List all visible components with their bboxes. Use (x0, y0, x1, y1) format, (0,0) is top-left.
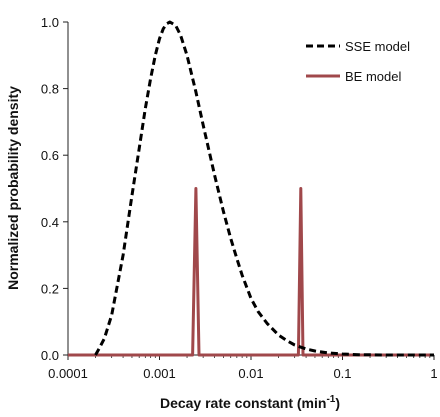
x-tick-label: 0.0001 (48, 366, 88, 381)
x-tick-label: 0.001 (143, 366, 176, 381)
x-tick-label: 1 (430, 366, 437, 381)
legend-label-sse: SSE model (345, 39, 410, 54)
y-tick-label: 0.8 (41, 82, 59, 97)
y-axis-ticks: 0.0 0.2 0.4 0.6 0.8 1.0 (41, 15, 68, 363)
x-tick-label: 0.1 (333, 366, 351, 381)
x-axis-title-main: Decay rate constant (min (160, 395, 327, 411)
x-axis-ticks: 0.0001 0.001 0.01 0.1 1 (48, 355, 438, 381)
y-tick-label: 0.2 (41, 281, 59, 296)
x-tick-label: 0.01 (238, 366, 263, 381)
legend: SSE model BE model (306, 39, 410, 84)
sse-model-line (94, 20, 434, 357)
y-tick-label: 0.6 (41, 148, 59, 163)
y-tick-label: 0.4 (41, 215, 59, 230)
be-model-line (68, 187, 434, 357)
y-tick-label: 1.0 (41, 15, 59, 30)
series-layer (68, 20, 434, 357)
x-axis-title-superscript: -1 (326, 394, 335, 405)
x-axis-title: Decay rate constant (min-1) (160, 394, 340, 411)
y-tick-label: 0.0 (41, 348, 59, 363)
x-axis-title-close: ) (335, 395, 340, 411)
y-axis-title: Normalized probability density (5, 86, 21, 290)
legend-label-be: BE model (345, 69, 401, 84)
